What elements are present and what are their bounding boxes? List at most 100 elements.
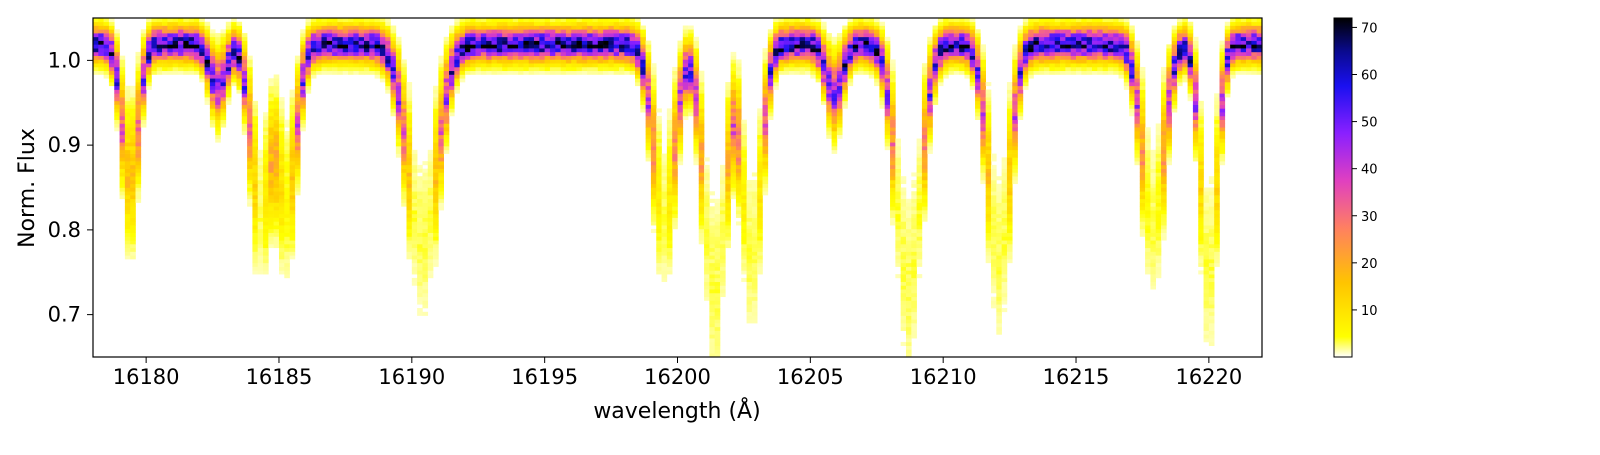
heatmap-cell: [815, 36, 822, 41]
heatmap-cell: [953, 18, 960, 23]
heatmap-cell: [1001, 187, 1008, 192]
heatmap-cell: [518, 25, 524, 30]
heatmap-cell: [310, 25, 317, 30]
heatmap-cell: [549, 18, 556, 23]
heatmap-cell: [1070, 18, 1077, 23]
heatmap-cell: [199, 78, 205, 83]
heatmap-cell: [964, 40, 971, 45]
heatmap-cell: [640, 59, 646, 64]
heatmap-cell: [985, 149, 992, 154]
heatmap-cell: [411, 221, 418, 226]
heatmap-cell: [263, 191, 269, 196]
heatmap-cell: [975, 78, 981, 83]
heatmap-cell: [1113, 55, 1119, 60]
heatmap-cell: [927, 82, 933, 87]
heatmap-cell: [1091, 66, 1098, 72]
heatmap-cell: [826, 82, 832, 87]
heatmap-cell: [316, 18, 322, 23]
heatmap-cell: [395, 93, 402, 98]
heatmap-cell: [900, 270, 907, 275]
heatmap-cell: [289, 232, 296, 237]
heatmap-cell: [135, 119, 142, 124]
heatmap-cell: [948, 70, 955, 75]
heatmap-cell: [220, 123, 227, 128]
heatmap-cell: [656, 266, 662, 271]
heatmap-cell: [188, 48, 195, 53]
heatmap-cell: [209, 59, 216, 64]
heatmap-cell: [874, 33, 880, 38]
heatmap-cell: [1065, 44, 1072, 49]
heatmap-cell: [374, 18, 381, 23]
heatmap-cell: [470, 44, 476, 49]
heatmap-cell: [433, 164, 439, 169]
heatmap-cell: [969, 48, 976, 53]
heatmap-cell: [937, 33, 944, 38]
heatmap-cell: [1145, 157, 1151, 162]
heatmap-cell: [1145, 168, 1151, 173]
heatmap-cell: [831, 108, 838, 113]
heatmap-cell: [1001, 232, 1008, 237]
heatmap-cell: [645, 55, 652, 60]
heatmap-cell: [650, 74, 657, 79]
heatmap-cell: [1012, 66, 1018, 72]
heatmap-cell: [1070, 29, 1077, 34]
heatmap-cell: [767, 104, 774, 109]
heatmap-cell: [273, 104, 280, 109]
heatmap-cell: [969, 85, 976, 90]
heatmap-cell: [831, 115, 838, 120]
heatmap-cell: [215, 131, 221, 136]
heatmap-cell: [757, 119, 763, 124]
heatmap-cell: [1049, 59, 1056, 64]
heatmap-cell: [911, 213, 917, 218]
heatmap-cell: [1070, 70, 1077, 75]
heatmap-cell: [666, 251, 673, 256]
heatmap-cell: [890, 104, 896, 109]
heatmap-cell: [1145, 247, 1151, 252]
heatmap-cell: [512, 63, 519, 68]
heatmap-cell: [666, 259, 673, 264]
heatmap-cell: [672, 157, 678, 162]
heatmap-cell: [741, 262, 747, 267]
heatmap-cell: [895, 217, 901, 222]
heatmap-cell: [991, 217, 997, 222]
heatmap-cell: [1155, 240, 1162, 245]
heatmap-cell: [1012, 168, 1018, 173]
heatmap-cell: [337, 63, 344, 68]
heatmap-cell: [714, 236, 721, 241]
heatmap-cell: [916, 206, 923, 211]
heatmap-cell: [730, 55, 737, 60]
heatmap-cell: [1012, 115, 1018, 120]
heatmap-cell: [252, 146, 259, 151]
heatmap-cell: [1001, 281, 1008, 286]
heatmap-cell: [1022, 59, 1029, 64]
heatmap-cell: [911, 289, 917, 294]
heatmap-cell: [619, 66, 625, 72]
heatmap-cell: [895, 262, 901, 267]
heatmap-cell: [252, 255, 259, 260]
heatmap-cell: [1033, 63, 1040, 68]
heatmap-cell: [948, 36, 955, 41]
heatmap-cell: [369, 66, 375, 72]
heatmap-cell: [438, 179, 444, 185]
heatmap-cell: [1044, 66, 1050, 72]
heatmap-cell: [1129, 55, 1135, 60]
heatmap-cell: [1076, 59, 1082, 64]
heatmap-cell: [103, 74, 110, 79]
heatmap-cell: [741, 217, 747, 222]
heatmap-cell: [1028, 33, 1034, 38]
heatmap-cell: [890, 78, 896, 83]
heatmap-cell: [661, 277, 668, 282]
heatmap-cell: [193, 40, 200, 45]
heatmap-cell: [836, 104, 843, 109]
heatmap-cell: [831, 97, 838, 102]
heatmap-cell: [263, 210, 269, 215]
heatmap-cell: [709, 247, 715, 252]
heatmap-cell: [916, 251, 923, 256]
heatmap-cell: [544, 29, 551, 34]
heatmap-cell: [762, 142, 769, 147]
heatmap-cell: [985, 119, 992, 124]
heatmap-cell: [565, 29, 572, 34]
heatmap-cell: [114, 108, 120, 113]
heatmap-cell: [762, 138, 769, 143]
heatmap-cell: [890, 123, 896, 128]
